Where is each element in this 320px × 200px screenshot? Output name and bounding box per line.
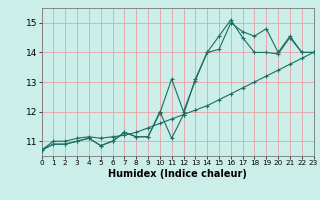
X-axis label: Humidex (Indice chaleur): Humidex (Indice chaleur): [108, 169, 247, 179]
